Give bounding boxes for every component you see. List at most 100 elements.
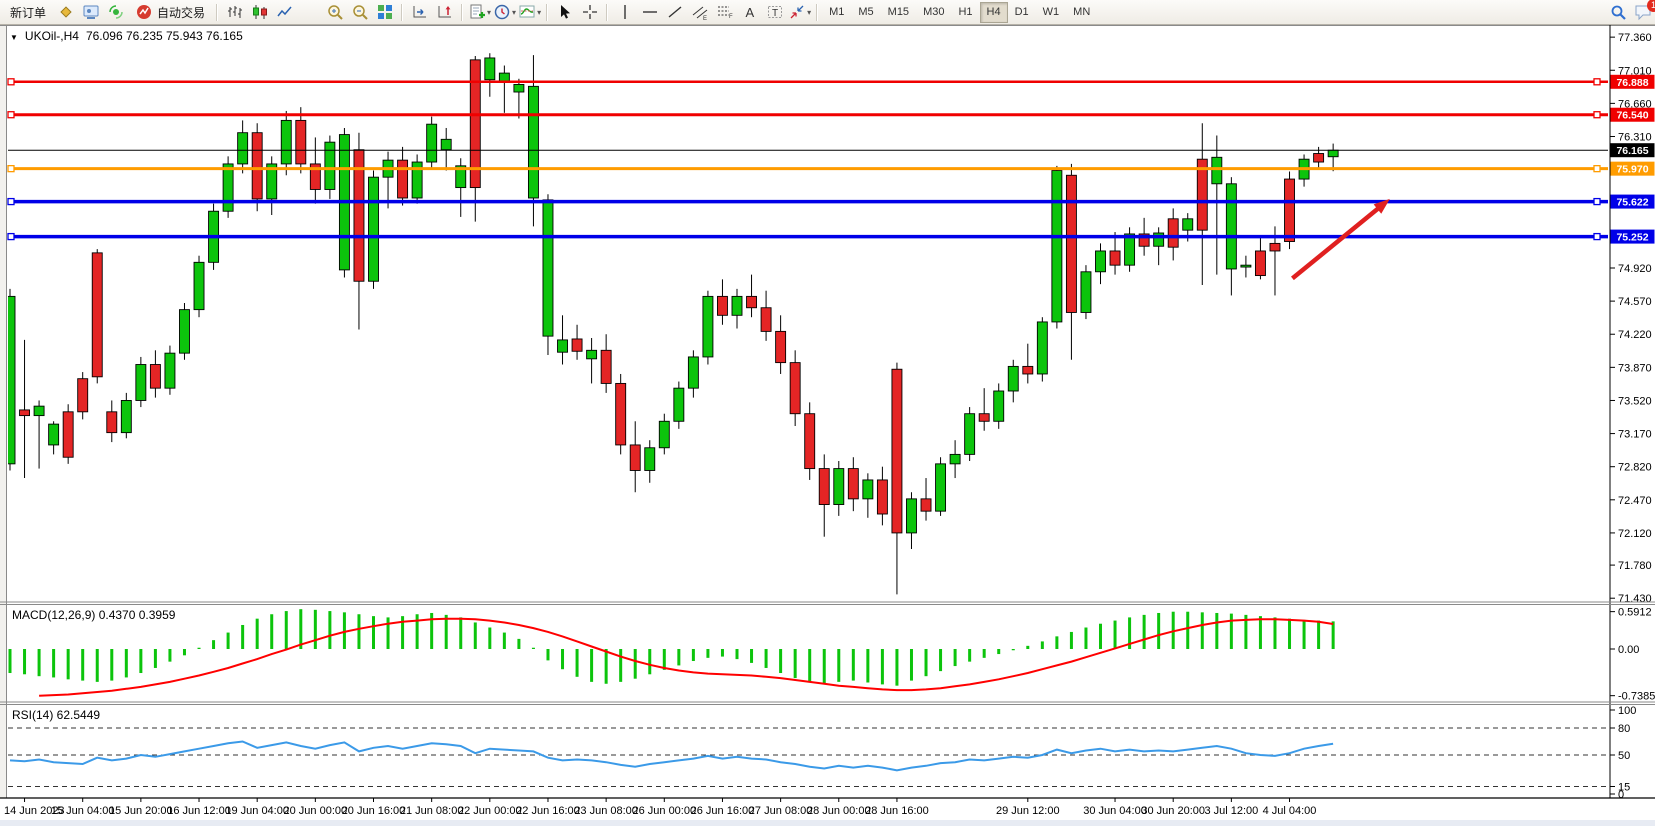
undefined[interactable] xyxy=(297,1,322,24)
svg-text:E: E xyxy=(703,16,707,21)
toolbar-separator xyxy=(461,3,464,21)
notification-badge: 1 xyxy=(1647,0,1655,12)
timeframe-button-H1[interactable]: H1 xyxy=(958,6,973,18)
svg-text:73.170: 73.170 xyxy=(1618,429,1652,441)
text-label-icon[interactable]: T xyxy=(762,1,787,24)
svg-text:74.220: 74.220 xyxy=(1618,329,1652,341)
svg-text:76.165: 76.165 xyxy=(1616,145,1648,157)
svg-text:15: 15 xyxy=(1618,782,1630,794)
svg-text:76.888: 76.888 xyxy=(1616,77,1648,89)
svg-text:16 Jun 12:00: 16 Jun 12:00 xyxy=(167,805,231,817)
svg-text:75.252: 75.252 xyxy=(1616,232,1648,244)
line-chart-icon[interactable] xyxy=(272,1,297,24)
svg-text:T: T xyxy=(772,8,778,19)
svg-text:4 Jul 04:00: 4 Jul 04:00 xyxy=(1263,805,1317,817)
svg-text:73.870: 73.870 xyxy=(1618,362,1652,374)
collapse-icon[interactable] xyxy=(10,29,18,43)
tile-windows-icon[interactable] xyxy=(372,1,397,24)
zoom-in-icon[interactable] xyxy=(322,1,347,24)
dropdown-caret-icon[interactable]: ▾ xyxy=(807,7,812,17)
svg-text:-0.7385: -0.7385 xyxy=(1618,691,1655,703)
timeframe-button-D1[interactable]: D1 xyxy=(1014,6,1029,18)
timeframe-button-M5[interactable]: M5 xyxy=(858,6,874,18)
svg-text:71.430: 71.430 xyxy=(1618,593,1652,605)
svg-text:29 Jun 12:00: 29 Jun 12:00 xyxy=(996,805,1060,817)
toolbar: 新订单 自动交易 ▾ ▾ ▾ E F A T ▾ M1 M5 M15 M30 H1 H4 D1 W1 MN 1 xyxy=(0,0,1655,25)
svg-text:74.920: 74.920 xyxy=(1618,263,1652,275)
signals-icon[interactable] xyxy=(103,1,128,24)
indicators-icon[interactable]: ▾ xyxy=(517,1,542,24)
dropdown-caret-icon[interactable]: ▾ xyxy=(512,7,517,17)
svg-text:0.5912: 0.5912 xyxy=(1618,607,1652,619)
timeframe-button-M15[interactable]: M15 xyxy=(887,6,910,18)
timeframe-button-H4[interactable]: H4 xyxy=(979,1,1008,23)
candlestick-chart-icon[interactable] xyxy=(247,1,272,24)
svg-text:19 Jun 04:00: 19 Jun 04:00 xyxy=(225,805,289,817)
timeframe-button-MN[interactable]: MN xyxy=(1073,6,1091,18)
svg-text:21 Jun 08:00: 21 Jun 08:00 xyxy=(400,805,464,817)
terminal-icon[interactable] xyxy=(78,1,103,24)
svg-text:22 Jun 16:00: 22 Jun 16:00 xyxy=(516,805,580,817)
dropdown-caret-icon[interactable]: ▾ xyxy=(487,7,492,17)
svg-text:72.820: 72.820 xyxy=(1618,462,1652,474)
cursor-icon[interactable] xyxy=(552,1,577,24)
chart-shift-icon[interactable] xyxy=(407,1,432,24)
timeframe-button-W1[interactable]: W1 xyxy=(1042,6,1060,18)
svg-text:14 Jun 2023: 14 Jun 2023 xyxy=(4,805,65,817)
crosshair-icon[interactable] xyxy=(577,1,602,24)
svg-text:0.00: 0.00 xyxy=(1618,644,1639,656)
chat-icon[interactable]: 1 xyxy=(1630,0,1655,24)
svg-text:76.660: 76.660 xyxy=(1618,98,1652,110)
auto-trading-button[interactable]: 自动交易 xyxy=(128,1,212,24)
svg-text:26 Jun 16:00: 26 Jun 16:00 xyxy=(691,805,755,817)
vertical-line-icon[interactable] xyxy=(612,1,637,24)
svg-text:F: F xyxy=(729,14,733,20)
svg-text:26 Jun 00:00: 26 Jun 00:00 xyxy=(632,805,696,817)
fibonacci-icon[interactable]: F xyxy=(712,1,737,24)
search-icon[interactable] xyxy=(1605,1,1630,24)
svg-text:100: 100 xyxy=(1618,705,1636,717)
text-icon[interactable]: A xyxy=(737,1,762,24)
new-order-button[interactable]: 新订单 xyxy=(10,5,47,20)
svg-text:3 Jul 12:00: 3 Jul 12:00 xyxy=(1204,805,1258,817)
svg-text:76.540: 76.540 xyxy=(1616,110,1648,122)
dropdown-caret-icon[interactable]: ▾ xyxy=(537,7,542,17)
svg-text:80: 80 xyxy=(1618,723,1630,735)
arrows-icon[interactable]: ▾ xyxy=(787,1,812,24)
svg-text:30 Jun 04:00: 30 Jun 04:00 xyxy=(1083,805,1147,817)
symbol-title: UKOil-,H4 xyxy=(24,29,79,43)
symbol-ohlc: 76.096 76.235 75.943 76.165 xyxy=(85,29,243,43)
toolbar-separator xyxy=(546,3,549,21)
rsi-indicator-label: RSI(14) 62.5449 xyxy=(12,708,101,722)
svg-text:28 Jun 16:00: 28 Jun 16:00 xyxy=(865,805,929,817)
zoom-out-icon[interactable] xyxy=(347,1,372,24)
periods-icon[interactable]: ▾ xyxy=(492,1,517,24)
svg-text:77.010: 77.010 xyxy=(1618,65,1652,77)
timeframe-button-M30[interactable]: M30 xyxy=(923,6,945,18)
equidistant-channel-icon[interactable]: E xyxy=(687,1,712,24)
toolbar-separator xyxy=(216,3,219,21)
svg-text:74.570: 74.570 xyxy=(1618,296,1652,308)
svg-text:27 Jun 08:00: 27 Jun 08:00 xyxy=(749,805,813,817)
templates-icon[interactable]: ▾ xyxy=(467,1,492,24)
timeframe-button-M1[interactable]: M1 xyxy=(829,6,845,18)
toolbar-separator xyxy=(401,3,404,21)
svg-text:20 Jun 00:00: 20 Jun 00:00 xyxy=(284,805,348,817)
svg-text:0: 0 xyxy=(1618,789,1624,801)
svg-text:28 Jun 00:00: 28 Jun 00:00 xyxy=(807,805,871,817)
market-watch-icon[interactable] xyxy=(53,1,78,24)
macd-indicator-label: MACD(12,26,9) 0.4370 0.3959 xyxy=(12,608,176,622)
svg-text:71.780: 71.780 xyxy=(1618,560,1652,572)
svg-text:50: 50 xyxy=(1618,750,1630,762)
svg-text:72.120: 72.120 xyxy=(1618,528,1652,540)
svg-text:75.622: 75.622 xyxy=(1616,197,1648,209)
trendline-icon[interactable] xyxy=(662,1,687,24)
toolbar-separator xyxy=(816,3,819,21)
bar-chart-icon[interactable] xyxy=(222,1,247,24)
horizontal-line-icon[interactable] xyxy=(637,1,662,24)
svg-text:23 Jun 08:00: 23 Jun 08:00 xyxy=(574,805,638,817)
auto-scroll-icon[interactable] xyxy=(432,1,457,24)
svg-text:A: A xyxy=(745,5,754,20)
svg-text:77.360: 77.360 xyxy=(1618,32,1652,44)
